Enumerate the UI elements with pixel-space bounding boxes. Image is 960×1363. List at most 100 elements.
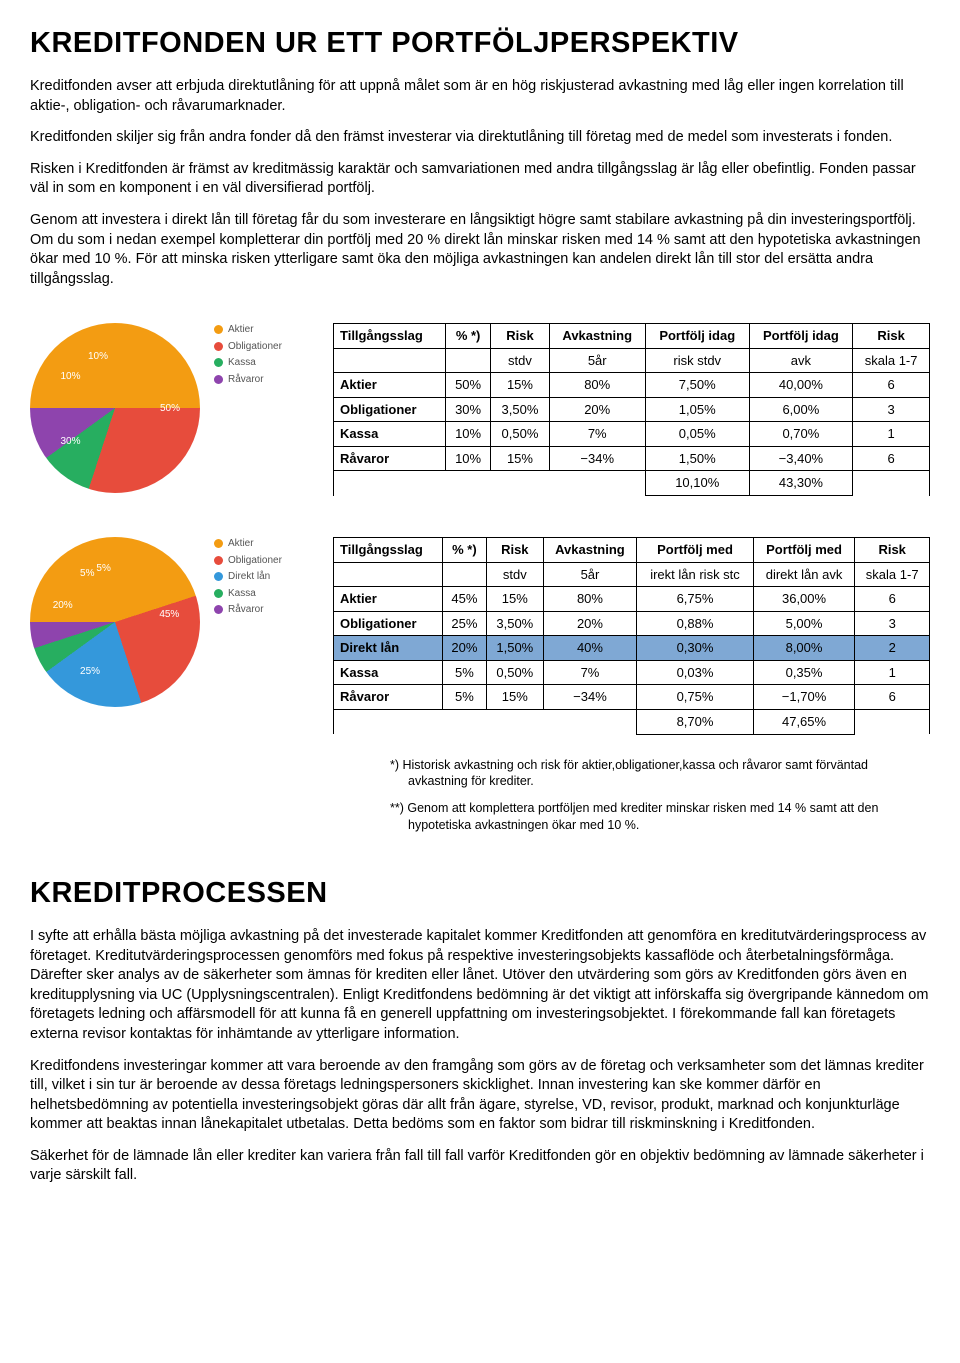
legend-swatch xyxy=(214,325,223,334)
pie-slice-label: 5% xyxy=(96,562,110,576)
table-cell: Direkt lån xyxy=(334,636,443,661)
table-subheader-cell xyxy=(334,348,446,373)
table-total-cell xyxy=(491,471,549,496)
table-header-cell: Portfölj med xyxy=(637,538,753,563)
pie-slice-label: 10% xyxy=(61,370,81,384)
pie2-graphic xyxy=(30,537,200,707)
table-cell: Obligationer xyxy=(334,611,443,636)
table-cell: 3,50% xyxy=(491,397,549,422)
table-cell: 10% xyxy=(445,446,491,471)
table-subheader-cell: stdv xyxy=(487,562,544,587)
legend-label: Råvaror xyxy=(228,373,264,387)
table-subheader-cell: direkt lån avk xyxy=(753,562,855,587)
table-cell: 5,00% xyxy=(753,611,855,636)
pie-slice-label: 25% xyxy=(80,665,100,679)
legend-swatch xyxy=(214,358,223,367)
legend-label: Aktier xyxy=(228,323,254,337)
section1-title: KREDITFONDEN UR ETT PORTFÖLJPERSPEKTIV xyxy=(30,24,930,63)
table-cell: 0,88% xyxy=(637,611,753,636)
table-total-row: 10,10%43,30% xyxy=(334,471,930,496)
pie1-legend: AktierObligationerKassaRåvaror xyxy=(214,323,282,503)
section1-p2: Kreditfonden skiljer sig från andra fond… xyxy=(30,128,930,148)
table-cell: 6,75% xyxy=(637,587,753,612)
pie-chart-1: 50%30%10%10% AktierObligationerKassaRåva… xyxy=(30,323,305,503)
table-row: Aktier45%15%80%6,75%36,00%6 xyxy=(334,587,930,612)
pie2-legend: AktierObligationerDirekt lånKassaRåvaror xyxy=(214,537,282,717)
table-header-cell: Avkastning xyxy=(549,324,645,349)
table-cell: 1 xyxy=(855,660,930,685)
table-header-cell: Risk xyxy=(853,324,930,349)
table-cell: 80% xyxy=(543,587,637,612)
table-cell: 15% xyxy=(487,587,544,612)
legend-item: Aktier xyxy=(214,323,282,337)
table-row: Råvaror10%15%−34%1,50%−3,40%6 xyxy=(334,446,930,471)
section2-p3: Säkerhet för de lämnade lån eller kredit… xyxy=(30,1147,930,1186)
table-row: Direkt lån20%1,50%40%0,30%8,00%2 xyxy=(334,636,930,661)
table-cell: 36,00% xyxy=(753,587,855,612)
chart-row-2: 45%25%20%5%5% AktierObligationerDirekt l… xyxy=(30,537,930,734)
table-total-cell xyxy=(487,710,544,735)
table-subheader-cell xyxy=(334,562,443,587)
pie-slice-label: 30% xyxy=(61,435,81,449)
table-header-cell: Portfölj idag xyxy=(749,324,853,349)
table-cell: 80% xyxy=(549,373,645,398)
table-cell: 1,50% xyxy=(645,446,749,471)
table-cell: 6 xyxy=(855,685,930,710)
table-subheader-cell: avk xyxy=(749,348,853,373)
pie-slice-label: 50% xyxy=(160,402,180,416)
legend-swatch xyxy=(214,342,223,351)
legend-item: Kassa xyxy=(214,356,282,370)
table-cell: 1 xyxy=(853,422,930,447)
table-cell: 0,30% xyxy=(637,636,753,661)
table-row: Råvaror5%15%−34%0,75%−1,70%6 xyxy=(334,685,930,710)
table-header-cell: Avkastning xyxy=(543,538,637,563)
table-subheader-cell: skala 1-7 xyxy=(855,562,930,587)
table-subheader-cell: stdv xyxy=(491,348,549,373)
legend-swatch xyxy=(214,539,223,548)
legend-item: Aktier xyxy=(214,537,282,551)
allocation-table-1: Tillgångsslag% *)RiskAvkastningPortfölj … xyxy=(333,323,930,496)
pie-chart-2: 45%25%20%5%5% AktierObligationerDirekt l… xyxy=(30,537,305,717)
table-row: Obligationer25%3,50%20%0,88%5,00%3 xyxy=(334,611,930,636)
legend-swatch xyxy=(214,605,223,614)
table-cell: Aktier xyxy=(334,587,443,612)
table-cell: 50% xyxy=(445,373,491,398)
section2-p1: I syfte att erhålla bästa möjliga avkast… xyxy=(30,927,930,1044)
table-cell: 0,75% xyxy=(637,685,753,710)
table-row: Obligationer30%3,50%20%1,05%6,00%3 xyxy=(334,397,930,422)
table-cell: 25% xyxy=(442,611,486,636)
table-total-cell xyxy=(549,471,645,496)
footnotes: *) Historisk avkastning och risk för akt… xyxy=(390,757,930,835)
table-cell: Kassa xyxy=(334,422,446,447)
table-cell: 0,50% xyxy=(487,660,544,685)
table-cell: 20% xyxy=(543,611,637,636)
footnote-2: **) Genom att komplettera portföljen med… xyxy=(390,800,930,834)
table-header-cell: Tillgångsslag xyxy=(334,538,443,563)
table-header-cell: % *) xyxy=(442,538,486,563)
table-header-cell: Portfölj med xyxy=(753,538,855,563)
legend-item: Obligationer xyxy=(214,554,282,568)
table-cell: 1,05% xyxy=(645,397,749,422)
section1-p3: Risken i Kreditfonden är främst av kredi… xyxy=(30,160,930,199)
legend-item: Direkt lån xyxy=(214,570,282,584)
legend-swatch xyxy=(214,589,223,598)
table-row: Kassa5%0,50%7%0,03%0,35%1 xyxy=(334,660,930,685)
table-header-cell: Risk xyxy=(491,324,549,349)
table-total-cell xyxy=(543,710,637,735)
legend-swatch xyxy=(214,556,223,565)
table-cell: 3 xyxy=(855,611,930,636)
table-header-cell: Portfölj idag xyxy=(645,324,749,349)
table-cell: 0,70% xyxy=(749,422,853,447)
section2-title: KREDITPROCESSEN xyxy=(30,874,930,913)
table-cell: 6 xyxy=(853,373,930,398)
table-cell: 7% xyxy=(543,660,637,685)
legend-label: Kassa xyxy=(228,356,256,370)
table-total-cell xyxy=(334,710,443,735)
table-total-row: 8,70%47,65% xyxy=(334,710,930,735)
table-subheader-cell: risk stdv xyxy=(645,348,749,373)
table-cell: 40% xyxy=(543,636,637,661)
table-cell: 0,35% xyxy=(753,660,855,685)
legend-item: Råvaror xyxy=(214,373,282,387)
legend-label: Direkt lån xyxy=(228,570,270,584)
section1-p4: Genom att investera i direkt lån till fö… xyxy=(30,211,930,289)
